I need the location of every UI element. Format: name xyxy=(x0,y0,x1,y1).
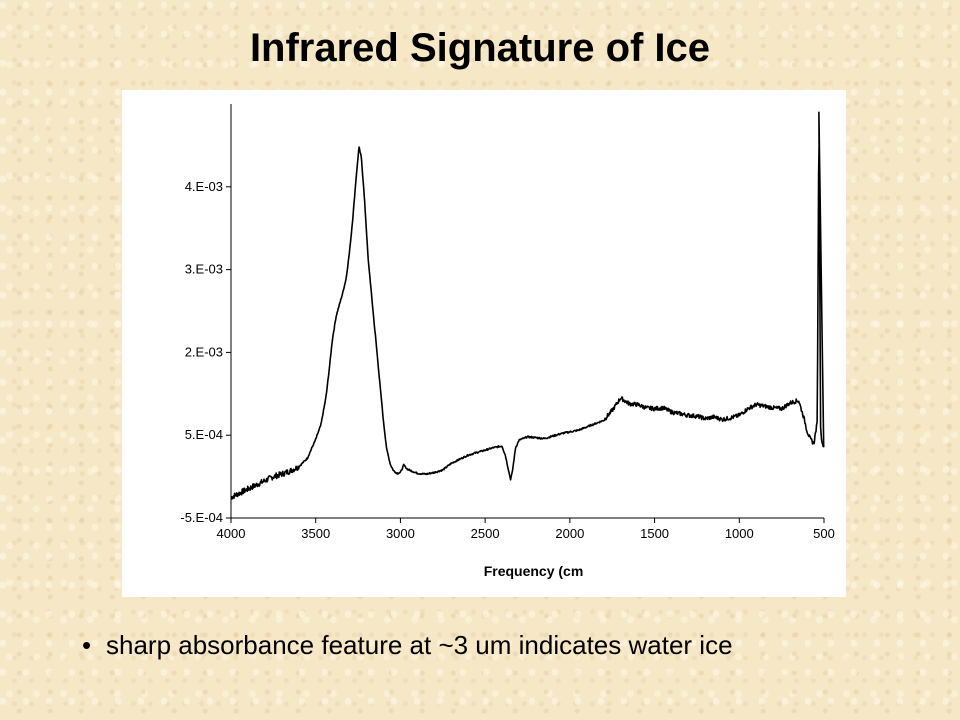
x-tick-label: 1000 xyxy=(725,526,754,541)
chart-axes xyxy=(226,104,825,523)
bullet-text: sharp absorbance feature at ~3 um indica… xyxy=(106,630,733,660)
y-tick-label: 3.E-03 xyxy=(185,262,223,277)
chart-panel: -5.E-04 5.E-04 2.E-03 3.E-03 4.E-03 4000 3500 3… xyxy=(122,90,846,597)
y-tick-label: 4.E-03 xyxy=(185,179,223,194)
x-tick-label: 2000 xyxy=(555,526,584,541)
x-tick-label: 500 xyxy=(813,526,835,541)
bullet-marker: • xyxy=(82,630,92,660)
x-tick-label: 3000 xyxy=(386,526,415,541)
x-tick-label: 2500 xyxy=(471,526,500,541)
y-tick-label: -5.E-04 xyxy=(180,510,223,525)
x-tick-label: 1500 xyxy=(640,526,669,541)
y-tick-label: 5.E-04 xyxy=(185,427,223,442)
x-axis-title: Frequency (cm xyxy=(484,563,584,579)
chart-series xyxy=(230,111,825,500)
y-tick-label: 2.E-03 xyxy=(185,344,223,359)
ir-spectrum-chart: -5.E-04 5.E-04 2.E-03 3.E-03 4.E-03 4000 3500 3… xyxy=(180,104,835,579)
x-tick-label: 3500 xyxy=(301,526,330,541)
bullet-point: • sharp absorbance feature at ~3 um indic… xyxy=(82,630,733,661)
chart-labels: -5.E-04 5.E-04 2.E-03 3.E-03 4.E-03 4000 3500 3… xyxy=(180,179,834,579)
x-tick-label: 4000 xyxy=(217,526,246,541)
slide-title: Infrared Signature of Ice xyxy=(249,26,711,70)
spectrum-line xyxy=(230,111,825,500)
